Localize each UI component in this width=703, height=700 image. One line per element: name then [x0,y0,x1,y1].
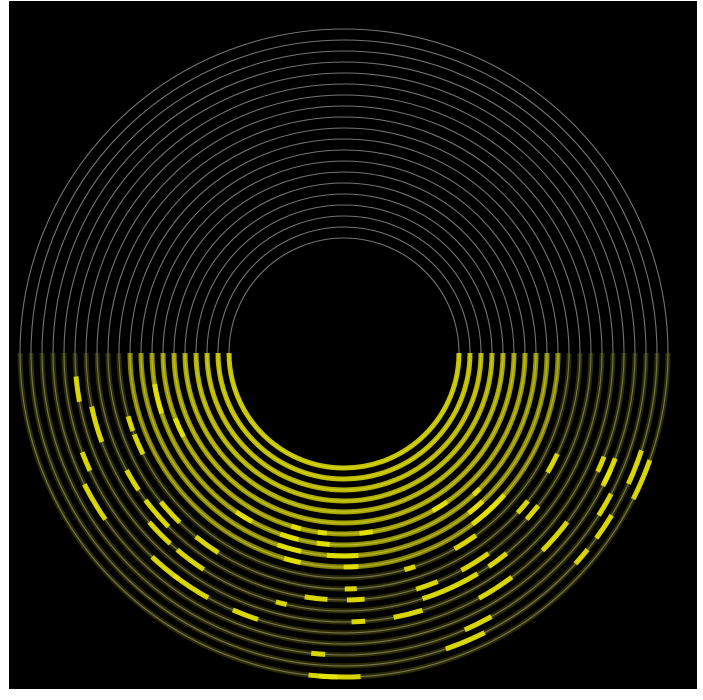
spiral-bright-segment [487,551,509,569]
spiral-bright-segment [124,469,141,492]
spiral-bright-segment [275,599,288,607]
spiral-bright-segment [158,500,182,525]
spiral-highlight-band [204,352,484,493]
spiral-bright-segment [573,548,590,566]
spiral-ring [96,105,592,601]
spiral-bright-segment [152,383,165,415]
spiral-bright-segment [82,483,108,521]
spiral-bright-segment [540,520,570,553]
spiral-bright-segment [172,573,210,601]
spiral-ring [41,50,647,656]
spiral-bright-segment [73,376,82,403]
spiral-bright-segment [125,415,136,432]
spiral-highlight-band [149,352,539,548]
spiral-highlight-band [226,352,462,471]
spiral-bright-segment [403,564,416,573]
spiral-bright-segment [595,455,607,473]
spiral-ring [107,116,581,590]
spiral-bright-segment [524,504,541,521]
spiral-highlight-band [182,352,506,515]
spiral-bright-segment [79,451,93,472]
spiral-bright-segment [359,529,374,536]
spiral-ring [52,61,636,645]
spiral-bright-segment [143,498,171,529]
spiral-bright-segment [463,614,493,633]
spiral-highlight-band [160,352,528,537]
spiral-bright-segment [194,534,220,555]
spiral-bright-segment [316,540,330,547]
spiral-highlight-band [193,352,495,504]
spiral-bright-segment [351,618,366,625]
spiral-bright-segment [326,552,359,559]
spiral-ring [63,72,625,634]
spiral-bright-segment [441,571,479,594]
spiral-ring [85,94,603,612]
spiral-plot-panel [9,1,697,689]
spiral-highlight-band [215,352,473,482]
spiral-highlight-layer [17,352,671,680]
spiral-bright-segment [545,452,560,474]
spiral-highlight-band [171,352,517,526]
spiral-highlight-band [61,352,627,636]
spiral-bright-segment [172,417,186,438]
spiral-bright-segment [471,486,482,497]
spiral-bright-segment [453,533,478,552]
spiral-bright-segment [234,509,247,521]
spiral-bright-segment [310,650,326,657]
spiral-segment-layer [73,376,653,680]
spiral-bright-segment [444,630,486,652]
spiral-chart [17,28,671,680]
spiral-bright-segment [317,529,327,536]
spiral-bright-segment [393,607,424,620]
spiral-bright-segment [626,449,644,485]
spiral-bright-segment [131,433,146,456]
spiral-bright-segment [594,513,614,540]
spiral-ring [30,39,658,667]
spiral-bright-segment [279,531,299,542]
spiral-bright-segment [175,547,206,572]
spiral-bright-segment [318,673,361,680]
spiral-highlight-band [116,352,572,581]
spiral-bright-segment [147,520,172,546]
spiral-bright-segment [276,542,302,554]
spiral-bright-segment [477,575,514,601]
spiral-bright-segment [415,579,439,592]
spiral-bright-segment [482,493,507,517]
spiral-highlight-band [83,352,605,614]
spiral-bright-segment [596,492,614,517]
spiral-highlight-band [94,352,594,603]
spiral-bright-segment [346,596,365,603]
spiral-bright-segment [290,523,302,532]
spiral-bright-segment [600,457,618,488]
spiral-bright-segment [231,607,259,622]
spiral-highlight-band [28,352,660,669]
spiral-bright-segment [283,556,302,565]
spiral-ring [118,127,570,579]
spiral-ring [74,83,614,623]
spiral-bright-segment [89,406,105,443]
spiral-bright-segment [460,551,490,573]
spiral-highlight-band [72,352,616,625]
spiral-bright-segment [467,499,485,516]
spiral-bright-segment [631,459,653,501]
spiral-bright-segment [304,594,328,602]
spiral-bright-segment [515,499,530,515]
spiral-bright-segment [431,499,449,513]
